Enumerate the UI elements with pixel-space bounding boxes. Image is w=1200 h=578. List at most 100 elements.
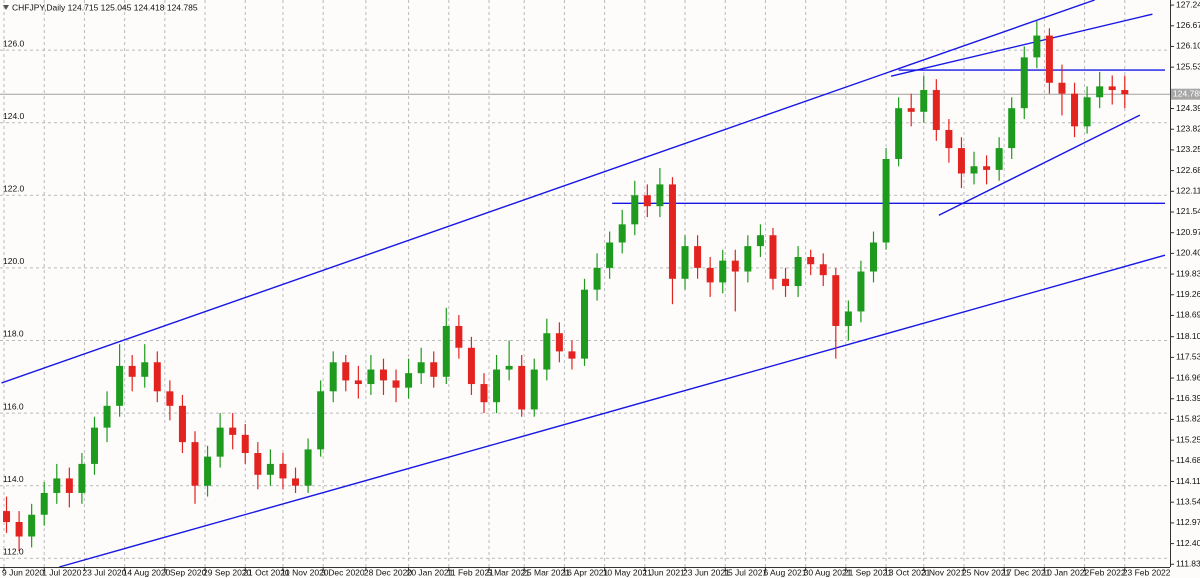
candle-body [832, 275, 840, 326]
candle-body [266, 463, 274, 475]
candle-body [907, 108, 915, 112]
candle-body [292, 478, 300, 486]
candle-body [1020, 57, 1028, 109]
candle-body [103, 405, 111, 428]
y2-tick-label: 114.685 [1176, 455, 1200, 465]
candle-body [1108, 86, 1116, 91]
y2-tick-label: 126.100 [1176, 41, 1200, 51]
trendline [1, 0, 1095, 384]
candle-body [618, 224, 626, 243]
candle-body [153, 362, 161, 392]
y2-tick-label: 120.400 [1176, 248, 1200, 258]
candle-body [392, 380, 400, 388]
last-price-label: 124.785 [1173, 88, 1200, 98]
candle-body [329, 362, 337, 392]
y2-tick-label: 119.260 [1176, 289, 1200, 299]
candle-body [254, 453, 262, 475]
candle-body [593, 267, 601, 290]
x-tick-label: 9 Jun 2020 [2, 567, 44, 577]
candle-body [668, 184, 676, 279]
candle-body [945, 129, 953, 149]
y2-tick-label: 121.540 [1176, 206, 1200, 216]
x-tick-label: 11 Nov 2020 [281, 567, 329, 577]
candle-body [430, 362, 438, 377]
x-tick-label: 3 Nov 2021 [922, 567, 966, 577]
candle-body [241, 434, 249, 454]
y2-tick-label: 112.405 [1176, 538, 1200, 548]
x-tick-label: 23 Jul 2020 [82, 567, 126, 577]
candle-body [719, 260, 727, 283]
candle-body [932, 90, 940, 130]
x-tick-label: 7 Sep 2020 [163, 567, 207, 577]
y2-tick-label: 119.830 [1176, 268, 1200, 278]
y2-tick-label: 124.390 [1176, 103, 1200, 113]
x-tick-label: 23 Jun 2021 [683, 567, 730, 577]
x-tick-label: 3 Dec 2020 [321, 567, 365, 577]
candle-body [493, 369, 501, 403]
x-tick-label: 21 Sep 2021 [844, 567, 892, 577]
candle-body [782, 278, 790, 287]
candle-body [178, 405, 186, 443]
candle-body [631, 195, 639, 225]
y2-tick-label: 122.680 [1176, 165, 1200, 175]
y-tick-label: 120.0 [3, 256, 25, 266]
candle-body [442, 325, 450, 377]
trendline [59, 254, 1166, 568]
candle-body [1121, 90, 1129, 95]
candle-body [342, 362, 350, 381]
candle-body [417, 362, 425, 374]
y-tick-label: 112.0 [3, 547, 24, 557]
candle-body [744, 246, 752, 272]
candle-body [756, 235, 764, 247]
candle-body [405, 373, 413, 388]
candle-body [65, 478, 73, 493]
candle-body [706, 267, 714, 283]
candle-body [794, 257, 802, 287]
candle-body [995, 148, 1003, 170]
candles [3, 21, 1129, 552]
candle-body [53, 478, 61, 493]
candle-body [78, 463, 86, 493]
candle-body [1058, 82, 1066, 94]
y2-tick-label: 127.240 [1176, 0, 1200, 9]
candle-body [1071, 93, 1079, 127]
x-tick-label: 17 Dec 2021 [1002, 567, 1050, 577]
x-tick-label: 21 Oct 2020 [243, 567, 290, 577]
chart-title: CHFJPY,Daily 124.715 125.045 124.418 124… [12, 2, 198, 12]
candle-body [216, 427, 224, 457]
x-tick-label: 1 Feb 2022 [1083, 567, 1126, 577]
candle-body [304, 449, 312, 486]
x-tick-label: 28 Dec 2020 [364, 567, 412, 577]
x-tick-label: 13 Oct 2021 [884, 567, 931, 577]
y2-tick-label: 111.835 [1176, 559, 1200, 569]
candle-body [90, 427, 98, 464]
candle-body [141, 362, 149, 377]
x-tick-label: 30 Aug 2021 [804, 567, 852, 577]
y2-tick-label: 117.535 [1176, 352, 1200, 362]
candle-body [1083, 97, 1091, 127]
trendline [890, 13, 1153, 77]
candle-body [317, 391, 325, 450]
y-tick-label: 116.0 [3, 401, 24, 411]
candle-body [543, 333, 551, 370]
candle-body [279, 463, 287, 479]
x-tick-label: 11 Feb 2021 [447, 567, 494, 577]
y2-tick-label: 126.67 [1176, 20, 1200, 30]
candle-body [857, 271, 865, 312]
y2-tick-label: 116.965 [1176, 372, 1200, 382]
y-tick-label: 124.0 [3, 111, 25, 121]
candle-body [379, 369, 387, 381]
y2-tick-label: 123.820 [1176, 123, 1200, 133]
candle-body [920, 90, 928, 112]
x-tick-label: 15 Jul 2021 [723, 567, 767, 577]
candle-body [869, 242, 877, 272]
y2-tick-label: 122.11 [1176, 186, 1200, 196]
candle-body [455, 325, 463, 348]
candle-body [505, 365, 513, 370]
y2-tick-label: 123.25 [1176, 144, 1200, 154]
y2-tick-label: 112.975 [1176, 517, 1200, 527]
candle-body [28, 514, 36, 537]
candle-body [681, 246, 689, 279]
candle-body [1033, 35, 1041, 58]
